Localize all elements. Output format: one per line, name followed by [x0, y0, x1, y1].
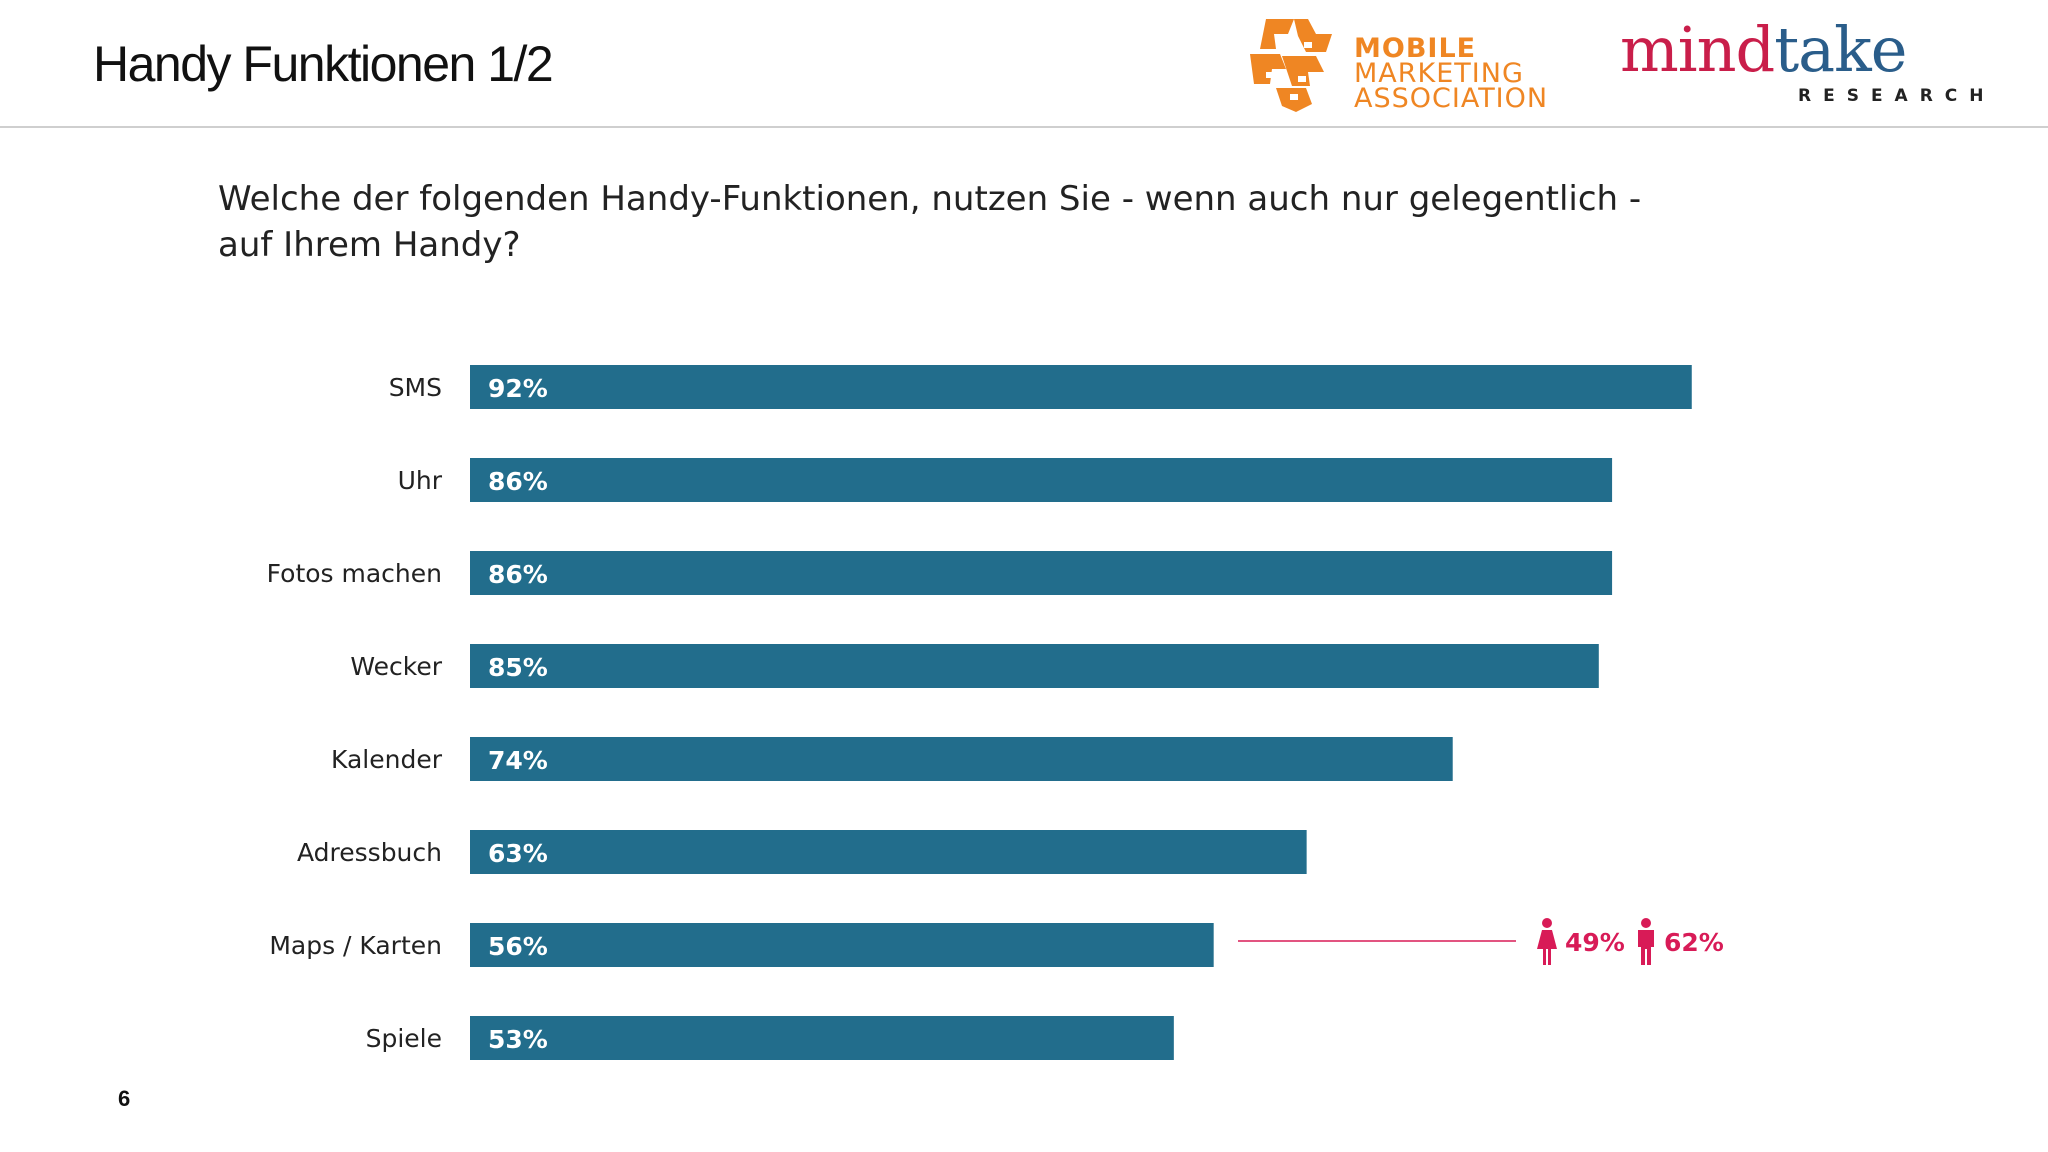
- page-number: 6: [118, 1086, 131, 1111]
- bar-value-label-adressbuch: 63%: [488, 839, 548, 868]
- bar-kalender: [470, 737, 1453, 781]
- survey-question: Welche der folgenden Handy-Funktionen, n…: [218, 176, 1678, 268]
- bar-sms: [470, 365, 1692, 409]
- category-label-spiele: Spiele: [366, 1024, 442, 1053]
- bar-value-label-sms: 92%: [488, 374, 548, 403]
- mindtake-logo: mindtake RESEARCH: [1618, 10, 1998, 110]
- bar-adressbuch: [470, 830, 1307, 874]
- mma-logo-line-3: ASSOCIATION: [1354, 83, 1549, 114]
- mma-logo-line-2: MARKETING: [1354, 58, 1524, 89]
- category-label-fotos-machen: Fotos machen: [267, 559, 442, 588]
- bar-wecker: [470, 644, 1599, 688]
- category-label-adressbuch: Adressbuch: [297, 838, 442, 867]
- mma-logo-text: MOBILE MARKETING ASSOCIATION: [1354, 33, 1549, 114]
- mma-logo-icon: [1250, 19, 1332, 112]
- annotation-female-value: 49%: [1565, 928, 1625, 957]
- male-icon: [1638, 918, 1654, 965]
- survey-question-line-1: Welche der folgenden Handy-Funktionen, n…: [218, 179, 1642, 219]
- mindtake-logo-subtitle: RESEARCH: [1798, 86, 1996, 106]
- category-label-sms: SMS: [389, 373, 442, 402]
- survey-question-line-2: auf Ihrem Handy?: [218, 225, 521, 265]
- mma-logo-line-1: MOBILE: [1354, 33, 1477, 64]
- slide-title: Handy Funktionen 1/2: [93, 36, 554, 92]
- bar-uhr: [470, 458, 1613, 502]
- bar-value-label-maps-karten: 56%: [488, 932, 548, 961]
- category-label-kalender: Kalender: [331, 745, 443, 774]
- bar-value-label-wecker: 85%: [488, 653, 548, 682]
- female-icon: [1537, 918, 1557, 965]
- bar-fotos-machen: [470, 551, 1613, 595]
- category-label-uhr: Uhr: [398, 466, 443, 495]
- mma-logo: MOBILE MARKETING ASSOCIATION: [1246, 14, 1606, 124]
- mindtake-logo-word-part-2: take: [1774, 13, 1907, 86]
- bar-spiele: [470, 1016, 1174, 1060]
- bar-value-label-uhr: 86%: [488, 467, 548, 496]
- bar-value-label-fotos-machen: 86%: [488, 560, 548, 589]
- header-divider: [0, 126, 2048, 128]
- mindtake-logo-word-part-1: mind: [1620, 13, 1775, 86]
- annotation-male-value: 62%: [1664, 928, 1724, 957]
- category-label-maps-karten: Maps / Karten: [269, 931, 442, 960]
- bar-value-label-kalender: 74%: [488, 746, 548, 775]
- bar-maps-karten: [470, 923, 1214, 967]
- mindtake-logo-word: mindtake: [1620, 10, 1907, 90]
- category-label-wecker: Wecker: [350, 652, 442, 681]
- bar-value-label-spiele: 53%: [488, 1025, 548, 1054]
